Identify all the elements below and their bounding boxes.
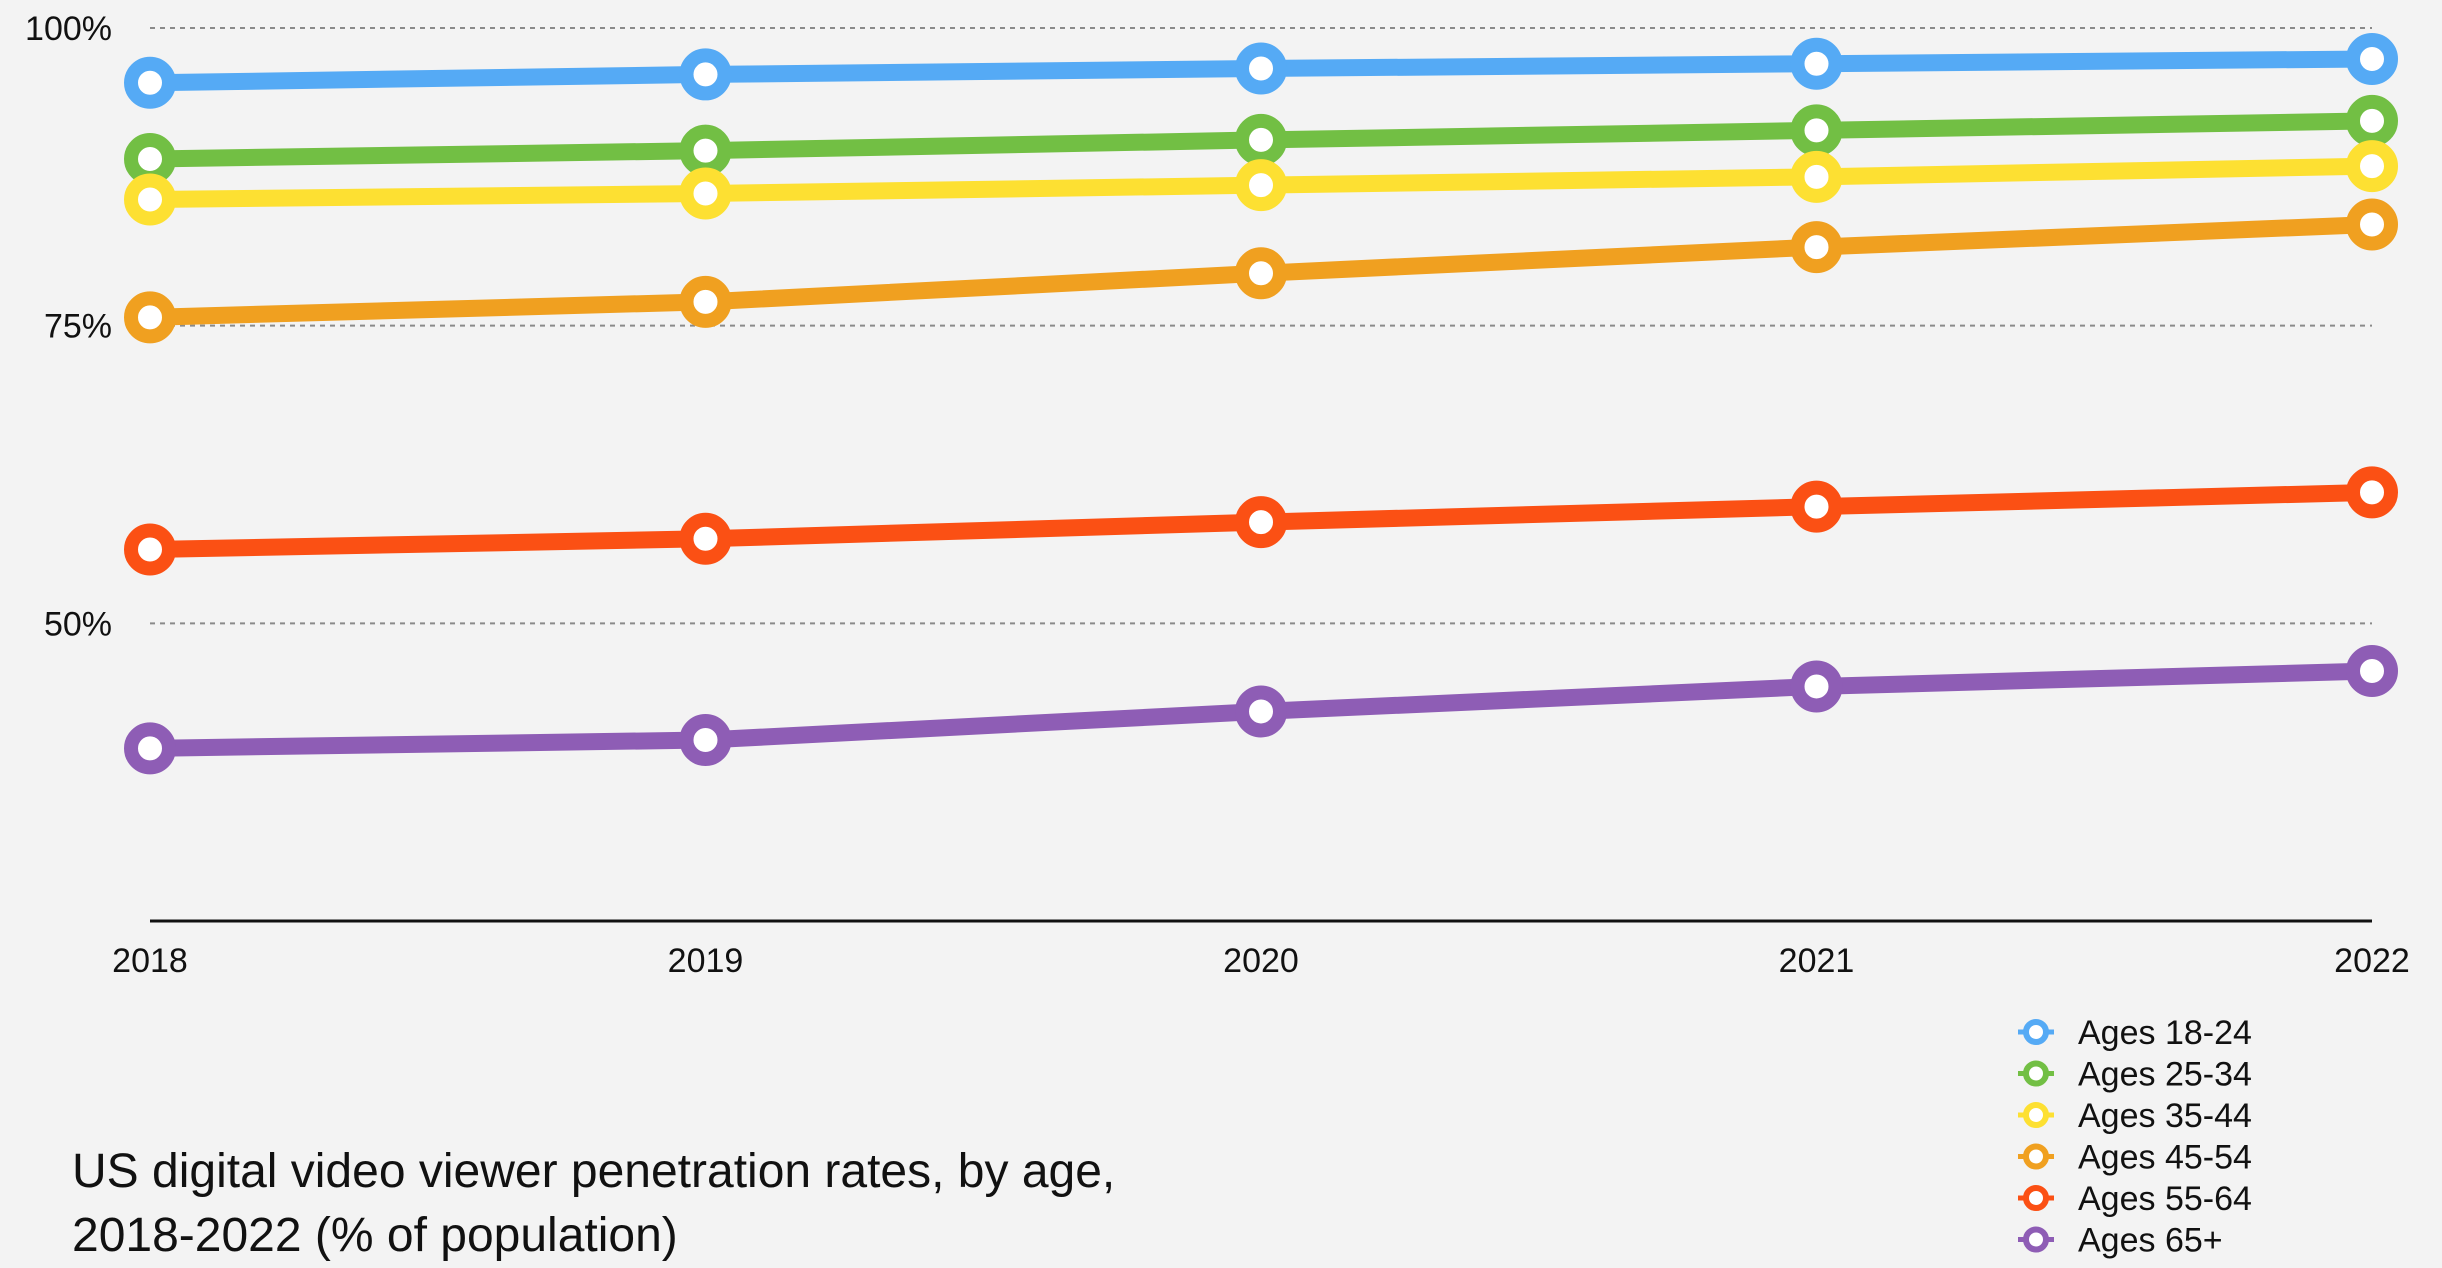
- data-point: [2346, 94, 2398, 147]
- y-tick-label: 75%: [44, 308, 112, 346]
- data-point: [679, 124, 732, 177]
- data-point: [1790, 150, 1843, 203]
- legend-label: Ages 18-24: [2078, 1014, 2252, 1052]
- y-axis-tick-labels: 100% 75% 50%: [25, 10, 112, 643]
- series-ages-35-44: [124, 140, 2398, 226]
- y-tick-label: 50%: [44, 605, 112, 643]
- data-point: [124, 132, 176, 185]
- legend-item: Ages 55-64: [2018, 1180, 2252, 1218]
- data-point: [1790, 221, 1843, 274]
- y-tick-label: 100%: [25, 10, 112, 48]
- data-point: [124, 56, 176, 109]
- series-ages-25-34: [124, 94, 2398, 185]
- gridlines: [150, 27, 2372, 625]
- series-ages-45-54: [124, 198, 2398, 344]
- data-point: [2346, 32, 2398, 85]
- data-point: [1790, 104, 1843, 157]
- data-point: [1235, 496, 1287, 549]
- x-tick-label: 2018: [112, 942, 188, 980]
- legend-marker: [2023, 1102, 2049, 1128]
- series-ages-65-: [124, 644, 2398, 775]
- data-point: [679, 48, 732, 101]
- legend-item: Ages 25-34: [2018, 1056, 2252, 1094]
- series-lines: [124, 32, 2398, 775]
- data-point: [1235, 159, 1287, 212]
- legend-item: Ages 35-44: [2018, 1097, 2252, 1135]
- x-tick-label: 2022: [2334, 942, 2410, 980]
- data-point: [679, 275, 732, 328]
- x-tick-label: 2019: [668, 942, 744, 980]
- data-point: [2346, 198, 2398, 251]
- data-point: [679, 167, 732, 220]
- data-point: [124, 173, 176, 226]
- x-tick-label: 2020: [1223, 942, 1299, 980]
- data-point: [2346, 466, 2398, 519]
- data-point: [1790, 37, 1843, 90]
- data-point: [1235, 247, 1287, 300]
- data-point: [679, 512, 732, 565]
- x-tick-label: 2021: [1779, 942, 1855, 980]
- data-point: [124, 722, 176, 775]
- legend-marker: [2023, 1060, 2049, 1087]
- chart-title: US digital video viewer penetration rate…: [72, 1140, 1272, 1268]
- legend-item: Ages 65+: [2018, 1222, 2223, 1260]
- legend-label: Ages 65+: [2078, 1222, 2223, 1260]
- data-point: [1235, 113, 1287, 166]
- legend-marker: [2023, 1019, 2049, 1045]
- data-point: [1235, 42, 1287, 95]
- legend-label: Ages 25-34: [2078, 1056, 2252, 1094]
- data-point: [1235, 685, 1287, 738]
- data-point: [1790, 660, 1843, 713]
- series-ages-18-24: [124, 32, 2398, 109]
- data-point: [124, 523, 176, 576]
- data-point: [2346, 140, 2398, 193]
- legend-label: Ages 35-44: [2078, 1097, 2252, 1135]
- data-point: [124, 291, 176, 344]
- data-point: [1790, 480, 1843, 533]
- chart-title-line-1: US digital video viewer penetration rate…: [72, 1145, 1116, 1198]
- legend-label: Ages 55-64: [2078, 1180, 2252, 1218]
- legend-marker: [2023, 1226, 2049, 1253]
- data-point: [2346, 644, 2398, 697]
- legend-label: Ages 45-54: [2078, 1139, 2252, 1177]
- chart-title-line-2: 2018-2022 (% of population): [72, 1209, 678, 1262]
- x-axis-tick-labels: 2018 2019 2020 2021 2022: [112, 942, 2410, 980]
- data-point: [679, 714, 732, 767]
- legend-item: Ages 45-54: [2018, 1139, 2252, 1177]
- legend-marker: [2023, 1185, 2049, 1211]
- legend-marker: [2023, 1143, 2049, 1170]
- legend-item: Ages 18-24: [2018, 1014, 2252, 1052]
- series-ages-55-64: [124, 466, 2398, 576]
